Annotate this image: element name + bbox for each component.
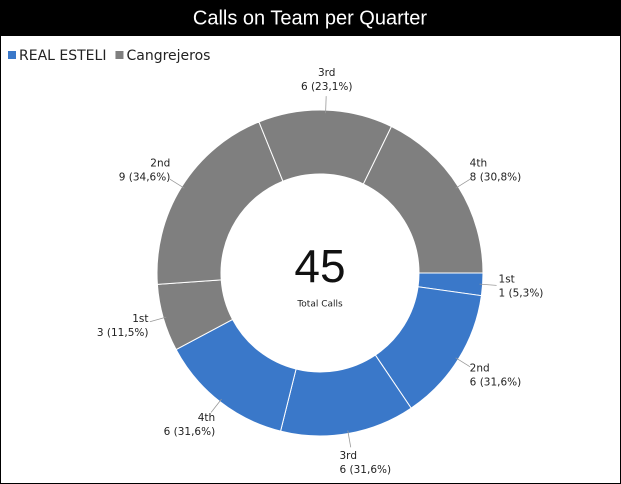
leader-line bbox=[455, 357, 471, 368]
center-label: Total Calls bbox=[296, 300, 343, 310]
donut-segment bbox=[362, 125, 484, 274]
leader-line bbox=[169, 178, 185, 189]
data-label-category: 1st bbox=[499, 273, 515, 285]
data-label: 9 (34,6%) bbox=[119, 172, 171, 184]
leader-line bbox=[479, 283, 497, 286]
leader-line bbox=[325, 96, 327, 114]
data-label: 8 (30,8%) bbox=[470, 172, 522, 184]
data-label: 1 (5,3%) bbox=[499, 287, 544, 299]
leader-line bbox=[347, 430, 352, 448]
center-value: 45 bbox=[294, 240, 345, 292]
data-label: 3 (11,5%) bbox=[97, 327, 149, 339]
data-label-category: 4th bbox=[198, 412, 215, 424]
legend-swatch bbox=[8, 51, 16, 59]
leader-line bbox=[210, 398, 222, 413]
legend-label: REAL ESTELI bbox=[19, 48, 106, 64]
data-label-category: 3rd bbox=[340, 450, 357, 462]
title-bar bbox=[0, 0, 621, 36]
legend-label: Cangrejeros bbox=[126, 48, 210, 64]
data-label: 6 (31,6%) bbox=[164, 426, 216, 438]
data-label-category: 1st bbox=[132, 313, 148, 325]
leader-line bbox=[455, 178, 471, 189]
data-label: 6 (31,6%) bbox=[340, 464, 392, 476]
legend-swatch bbox=[115, 51, 124, 59]
data-label: 6 (23,1%) bbox=[301, 81, 353, 93]
data-label-category: 2nd bbox=[470, 362, 490, 374]
data-label-category: 3rd bbox=[318, 67, 335, 79]
data-label-category: 4th bbox=[470, 158, 487, 170]
data-label: 6 (31,6%) bbox=[470, 376, 522, 388]
leader-line bbox=[149, 316, 167, 323]
chart-title: Calls on Team per Quarter bbox=[193, 7, 428, 29]
data-label-category: 2nd bbox=[150, 158, 170, 170]
